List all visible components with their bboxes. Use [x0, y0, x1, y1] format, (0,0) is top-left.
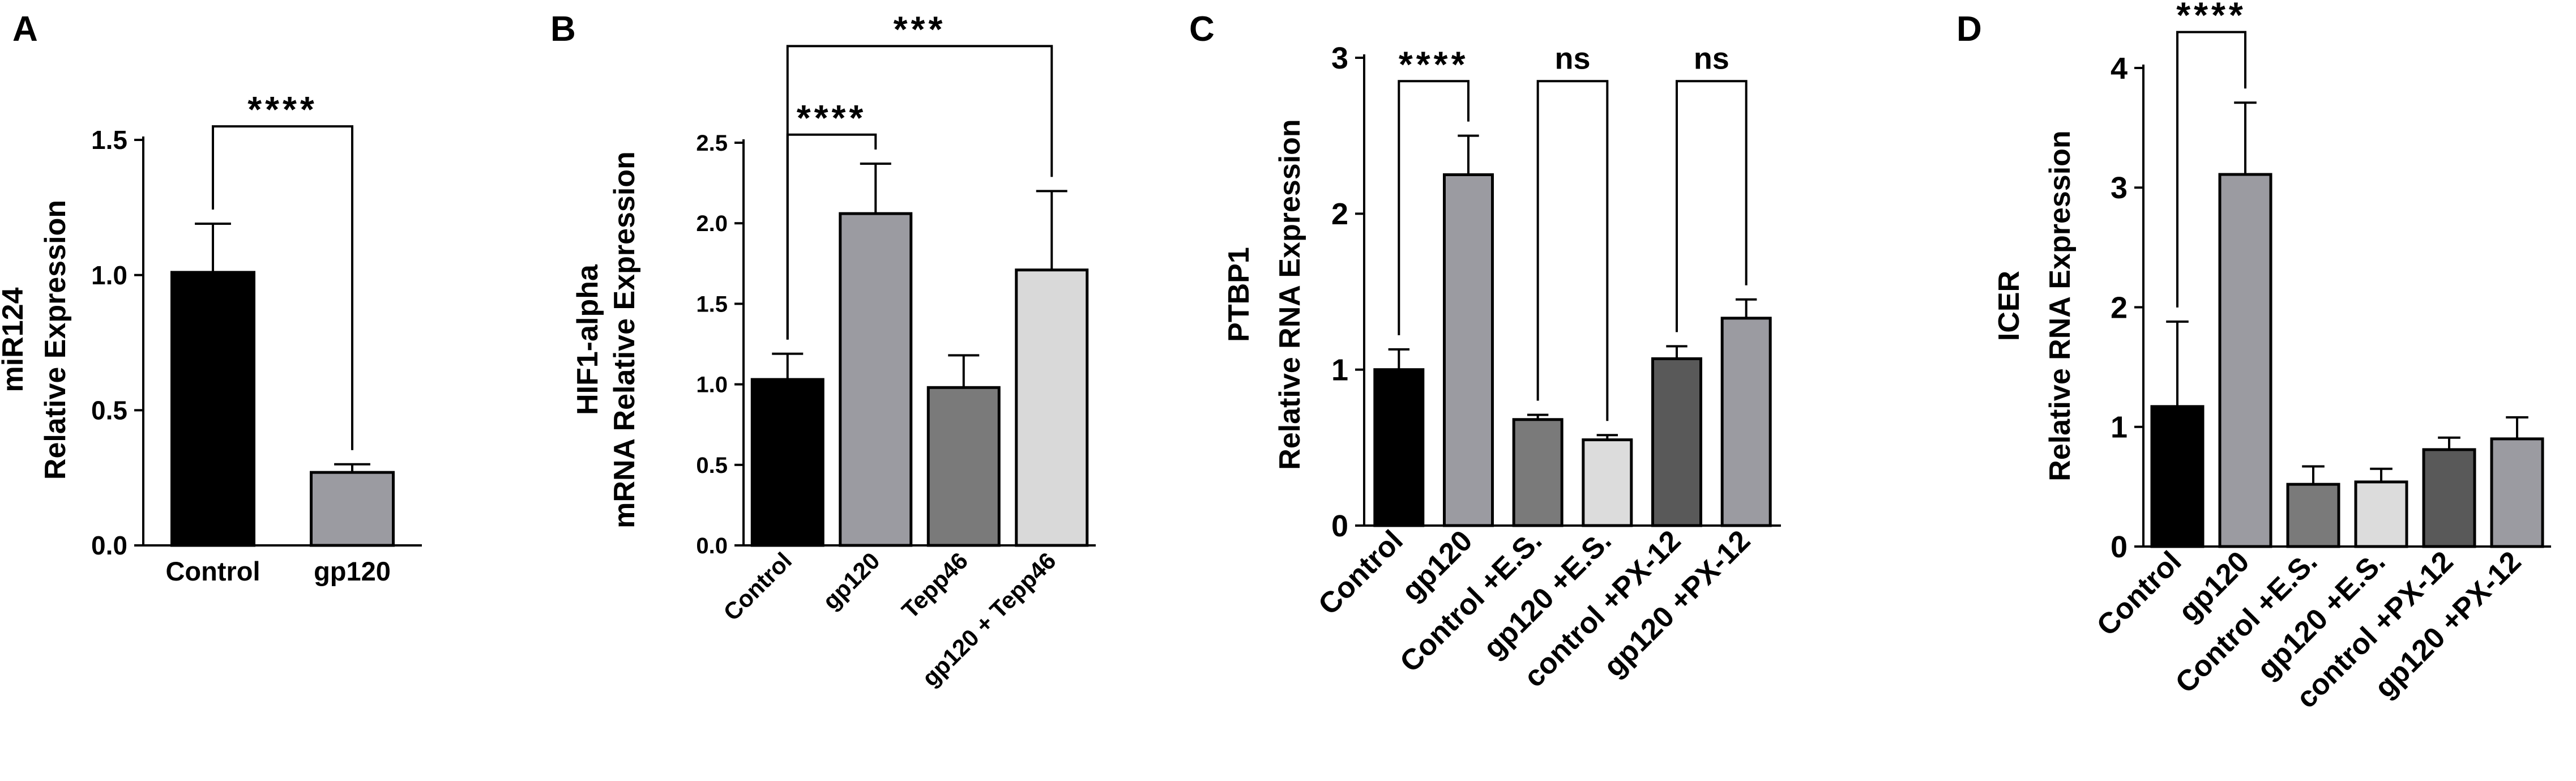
x-tick-label: Tepp46: [896, 547, 973, 624]
y-tick-label: 0: [2111, 530, 2128, 564]
bar: [1373, 368, 1425, 527]
y-tick-label: 0.5: [91, 395, 127, 425]
y-axis-label: mRNA Relative Expression: [608, 151, 641, 528]
bar: [1443, 173, 1494, 527]
significance-label: ****: [1399, 44, 1469, 84]
y-tick-label: 0.0: [696, 534, 728, 558]
y-tick-label: 0.0: [91, 531, 127, 560]
y-tick-label: 1: [2111, 411, 2128, 445]
significance-label: ****: [797, 97, 867, 138]
significance-label: ****: [247, 89, 318, 130]
bar: [310, 471, 395, 547]
y-tick-label: 1.5: [91, 125, 127, 155]
significance-label: ns: [1554, 41, 1590, 75]
significance-bracket: [786, 45, 1053, 340]
significance-label: ***: [894, 8, 946, 49]
panel-label: C: [1189, 10, 1215, 49]
y-tick-label: 0.5: [696, 453, 728, 478]
bar: [2150, 405, 2205, 548]
significance-bracket: [1676, 80, 1748, 332]
panel-label: B: [550, 10, 576, 49]
bar: [1015, 268, 1089, 547]
y-tick-label: 2: [2111, 291, 2128, 325]
bar: [1720, 317, 1772, 527]
panel-label: A: [12, 10, 38, 49]
y-tick-label: 1.0: [91, 261, 127, 290]
significance-bracket: [212, 125, 353, 450]
x-tick-label: Control: [1312, 524, 1409, 621]
panel-d: D ICER Relative RNA Expression 0 1 2 3 4 Control…: [1956, 0, 2551, 715]
bar: [2490, 437, 2544, 548]
significance-bracket: [2176, 31, 2246, 308]
y-tick-label: 2: [1331, 197, 1348, 231]
y-tick-label: 2.5: [696, 131, 728, 156]
x-tick-label: gp120: [314, 556, 391, 586]
y-tick-label: 1.5: [696, 292, 728, 317]
y-tick-label: 3: [1331, 41, 1348, 75]
bar: [2422, 448, 2476, 548]
bar: [170, 271, 255, 547]
y-tick-label: 0: [1331, 509, 1348, 543]
y-tick-label: 2.0: [696, 211, 728, 236]
bar: [1512, 418, 1563, 527]
bar: [926, 386, 1001, 547]
panel-c: C PTBP1 Relative RNA Expression 0 1 2 3 Control…: [1189, 10, 1781, 694]
bar: [2286, 483, 2340, 548]
x-tick-label: Control: [2091, 545, 2188, 642]
significance-bracket: [1536, 80, 1609, 421]
bar: [1651, 357, 1702, 527]
y-axis-label: ICER: [1993, 271, 2026, 341]
bar: [2218, 173, 2272, 548]
x-tick-label: Control: [718, 547, 797, 626]
bar: [1582, 438, 1633, 527]
x-tick-label: Control: [165, 556, 260, 586]
panel-b: B HIF1-alpha mRNA Relative Expression 0.0 0.…: [550, 8, 1096, 692]
y-tick-label: 1.0: [696, 373, 728, 398]
bar: [2354, 480, 2408, 548]
significance-bracket: [1398, 80, 1469, 335]
y-axis-label: Relative Expression: [39, 200, 72, 480]
y-axis-label: HIF1-alpha: [571, 264, 604, 415]
bar: [750, 378, 825, 547]
y-axis-label: Relative RNA Expression: [1274, 119, 1306, 470]
significance-label: ns: [1694, 41, 1729, 75]
panel-label: D: [1956, 10, 1982, 49]
bar: [839, 212, 913, 547]
y-axis-label: miR124: [0, 287, 29, 392]
y-axis-label: Relative RNA Expression: [2044, 130, 2077, 481]
y-tick-label: 1: [1331, 353, 1348, 387]
x-tick-label: gp120: [818, 547, 885, 614]
significance-label: ****: [2176, 0, 2246, 36]
y-axis-label: PTBP1: [1223, 247, 1255, 342]
y-tick-label: 4: [2111, 52, 2128, 86]
y-tick-label: 3: [2111, 171, 2128, 205]
